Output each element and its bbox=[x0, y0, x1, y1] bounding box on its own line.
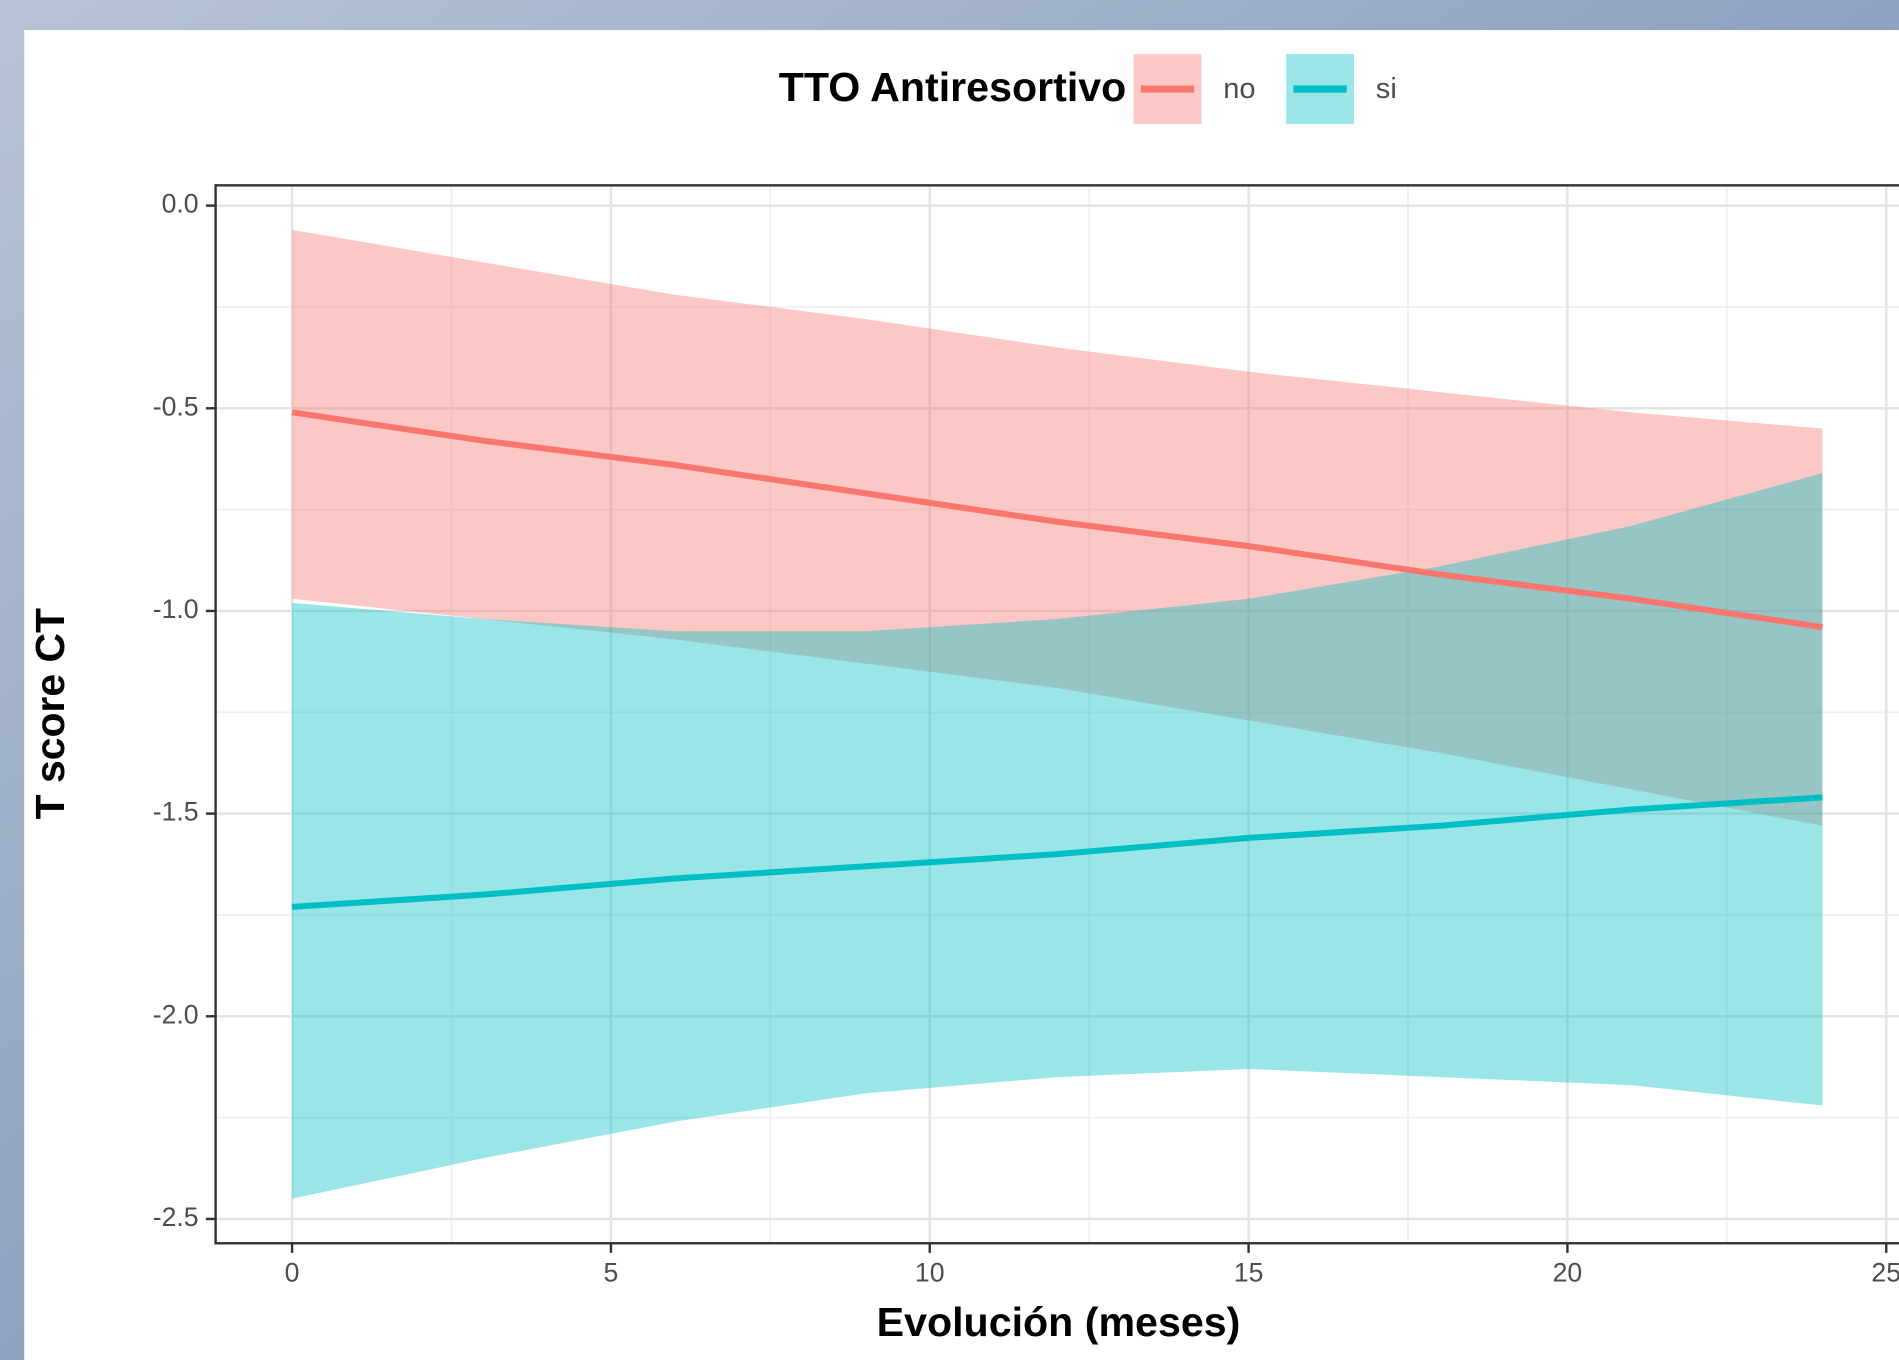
x-tick-label: 15 bbox=[1234, 1258, 1264, 1288]
y-tick-label: -0.5 bbox=[153, 391, 199, 421]
x-tick-label: 20 bbox=[1553, 1258, 1583, 1288]
x-tick-label: 5 bbox=[604, 1258, 619, 1288]
y-tick-label: -2.0 bbox=[153, 999, 199, 1029]
chart: 0.0 -0.5 -1.0 -1.5 -2.0 -2.5 0 5 10 15 20 25 TTO An… bbox=[0, 0, 1899, 1360]
x-tick-label: 10 bbox=[915, 1258, 945, 1288]
y-tick-label: -1.0 bbox=[153, 594, 199, 624]
legend-title: TTO Antiresortivo bbox=[779, 64, 1127, 110]
page: {"chart_data": { "type": "line", "legend… bbox=[0, 0, 1899, 1360]
legend-label: no bbox=[1223, 73, 1255, 105]
x-tick-label: 25 bbox=[1871, 1258, 1899, 1288]
legend-label: si bbox=[1376, 73, 1397, 105]
y-tick-label: 0.0 bbox=[162, 189, 199, 219]
plot-area: 0.0 -0.5 -1.0 -1.5 -2.0 -2.5 0 5 10 15 20 25 bbox=[153, 185, 1899, 1287]
x-axis-title: Evolución (meses) bbox=[877, 1299, 1241, 1345]
y-tick-label: -1.5 bbox=[153, 797, 199, 827]
y-axis-title: T score CT bbox=[27, 608, 73, 819]
x-tick-label: 0 bbox=[285, 1258, 300, 1288]
y-tick-label: -2.5 bbox=[153, 1202, 199, 1232]
